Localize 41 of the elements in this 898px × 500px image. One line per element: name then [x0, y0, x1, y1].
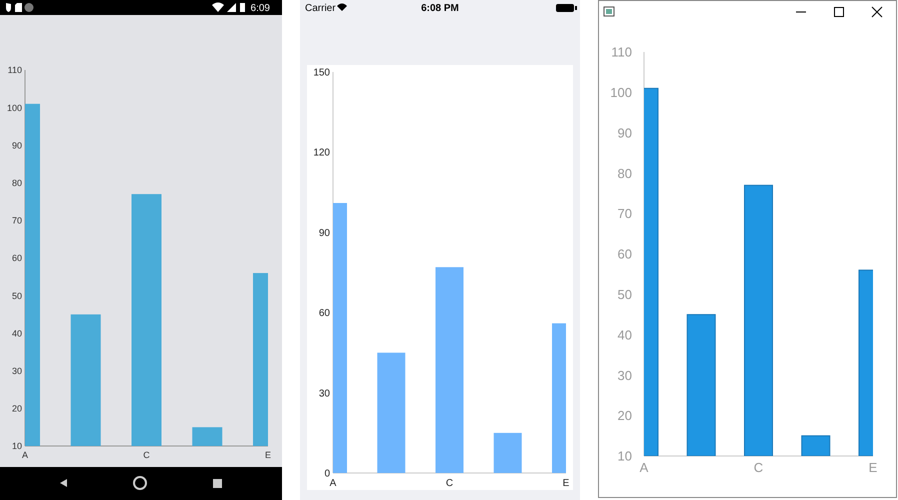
x-tick-label: A	[22, 450, 28, 460]
x-tick-label: C	[446, 478, 454, 489]
text: 6:08 PM	[421, 3, 459, 14]
y-tick-label: 10	[618, 448, 632, 464]
y-tick-label: 80	[12, 178, 22, 188]
x-tick-label: E	[264, 450, 272, 460]
y-tick-label: 60	[318, 308, 330, 320]
y-tick-label: 50	[618, 286, 632, 302]
y-tick-label: 50	[12, 290, 22, 301]
y-tick-label: 40	[12, 328, 22, 338]
y-tick-label: 90	[318, 228, 330, 239]
y-tick-label: 60	[618, 246, 632, 262]
text: 6:09	[250, 3, 270, 14]
x-tick-label: E	[868, 460, 878, 475]
y-tick-label: 60	[12, 253, 22, 264]
x-tick-label: C	[143, 450, 150, 460]
y-tick-label: 70	[618, 206, 632, 222]
y-tick-label: 30	[12, 366, 22, 376]
y-tick-label: 40	[618, 327, 632, 342]
text: Carrier	[305, 3, 336, 14]
x-tick-label: A	[330, 478, 337, 489]
y-tick-label: 110	[8, 65, 22, 76]
x-tick-label: E	[562, 478, 570, 489]
y-tick-label: 20	[12, 404, 22, 414]
y-tick-label: 0	[324, 468, 330, 480]
y-tick-label: 120	[313, 148, 330, 159]
y-tick-label: 80	[618, 166, 632, 181]
y-tick-label: 90	[12, 140, 22, 150]
bar	[436, 267, 464, 473]
y-tick-label: 30	[318, 388, 330, 400]
y-tick-label: 10	[12, 441, 22, 452]
x-tick-label: A	[640, 460, 649, 475]
x-tick-label: C	[754, 460, 764, 475]
y-tick-label: 70	[12, 216, 22, 226]
y-tick-label: 100	[6, 102, 22, 113]
y-tick-label: 150	[313, 68, 330, 78]
y-tick-label: 110	[611, 44, 632, 60]
y-tick-label: 100	[610, 84, 632, 100]
y-tick-label: 30	[618, 368, 632, 383]
y-tick-label: 90	[618, 125, 632, 140]
y-tick-label: 20	[618, 408, 632, 424]
